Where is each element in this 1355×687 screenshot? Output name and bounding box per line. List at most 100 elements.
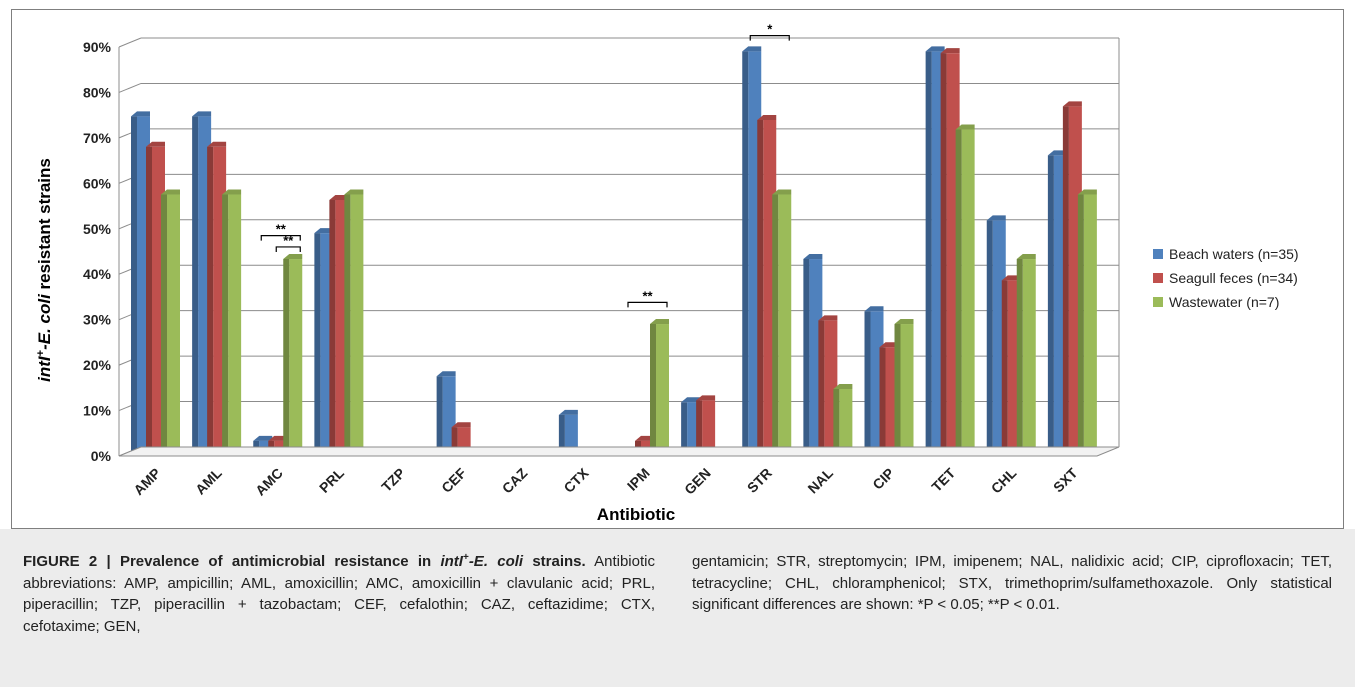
bar-top [146, 141, 165, 147]
legend-swatch [1153, 297, 1163, 307]
caption-left-text: Antibiotic abbreviations: AMP, ampicilli… [23, 553, 655, 635]
bar-side [131, 116, 137, 454]
bar-top [681, 397, 701, 403]
bar-side [1047, 155, 1054, 454]
x-tick-label: AML [192, 464, 225, 497]
legend-label: Wastewater (n=7) [1169, 294, 1279, 310]
y-axis-label: intI+-E. coli resistant strains [35, 158, 54, 382]
legend: Beach waters (n=35) Seagull feces (n=34) W… [1153, 246, 1299, 310]
bar [1022, 259, 1036, 454]
legend-swatch [1153, 273, 1163, 283]
bar-top [283, 254, 303, 260]
bar [702, 400, 716, 454]
bar-top [894, 319, 914, 325]
bar-top [986, 215, 1006, 221]
bar-side [925, 51, 932, 455]
bar-side [833, 389, 840, 454]
bar-side [1016, 259, 1023, 454]
significance-label: ** [283, 233, 294, 248]
bar-top [253, 435, 273, 441]
bar-top [161, 189, 180, 195]
bar [961, 129, 975, 454]
y-axis-label-intI: intI [35, 355, 54, 382]
bar-chart: 0% 10% 20% 30% 40% 50% 60% 70% 80% 90% AMP AML AMC PR… [35, 22, 1299, 524]
bar [228, 194, 242, 455]
y-tick-label: 60% [83, 175, 112, 191]
caption-sig-1: *P < 0.05 [917, 596, 980, 613]
bar-side [222, 194, 229, 455]
bar-top [940, 48, 960, 54]
x-tick-label: SXT [1050, 464, 1081, 495]
bar-side [207, 146, 214, 454]
x-tick-label: TET [928, 464, 958, 494]
bar-top [314, 228, 334, 234]
bar-side [436, 376, 443, 454]
bar-top [192, 111, 212, 117]
bar-side [314, 233, 321, 454]
bar [289, 259, 303, 454]
y-axis-label-ecoli: -E. coli [35, 293, 54, 350]
significance-bracket [627, 301, 668, 308]
y-tick-label: 90% [83, 39, 112, 55]
bar-top [955, 124, 975, 130]
bar-top [742, 46, 762, 52]
bar-top [222, 189, 242, 195]
bar-side [772, 194, 779, 455]
bar [656, 324, 669, 454]
bar-top [1047, 150, 1067, 156]
x-tick-label: TZP [378, 465, 408, 495]
bar [839, 389, 853, 454]
y-tick-label: 40% [83, 266, 112, 282]
bar [1083, 194, 1097, 455]
bar-side [681, 402, 688, 454]
x-tick-label: CTX [560, 464, 592, 496]
x-axis-label: Antibiotic [597, 505, 675, 524]
x-tick-label: IPM [624, 465, 653, 494]
bar-top [925, 46, 945, 52]
bar-top [344, 189, 364, 195]
gridline-depth [118, 37, 142, 48]
bar-top [818, 315, 838, 321]
bar [778, 194, 792, 455]
bar-side [894, 324, 901, 454]
bar-side [940, 53, 947, 455]
bar-side [986, 220, 993, 454]
x-tick-label: PRL [316, 464, 347, 495]
bar-side [1062, 106, 1069, 454]
bar-top [1062, 101, 1082, 107]
significance-bracket [749, 35, 790, 41]
significance-label: ** [642, 288, 653, 303]
bar-side [558, 414, 565, 454]
x-tick-label: CIP [869, 465, 897, 493]
caption-right-column: gentamicin; STR, streptomycin; IPM, imip… [692, 553, 1332, 613]
bar-top [772, 189, 792, 195]
bar-top [329, 194, 349, 200]
bar-side [818, 320, 825, 454]
bar-top [451, 422, 471, 428]
bar-top [864, 306, 884, 312]
bar-side [696, 400, 703, 454]
significance-label: * [767, 22, 773, 37]
bar-side [192, 116, 199, 454]
bar-top [558, 409, 578, 415]
bar-top [635, 435, 654, 441]
figure-caption: FIGURE 2 | Prevalence of antimicrobial r… [0, 529, 1355, 687]
bar-top [131, 111, 150, 117]
significance-annotations: ******* [260, 22, 790, 308]
y-tick-label: 0% [91, 448, 112, 464]
floor [118, 446, 1120, 457]
significance-bracket [260, 234, 301, 241]
bar-side [344, 194, 351, 455]
bar-side [757, 119, 764, 454]
bar-top [833, 384, 853, 390]
y-tick-label: 50% [83, 221, 112, 237]
caption-sig-2: **P < 0.01 [987, 596, 1056, 613]
bar-side [864, 311, 871, 454]
x-tick-label: CAZ [499, 464, 531, 496]
bar [167, 194, 180, 455]
x-tick-label: AMC [252, 465, 286, 499]
x-tick-label: CEF [438, 464, 469, 495]
bar-side [650, 324, 656, 454]
bar-side [879, 347, 886, 454]
y-tick-label: 80% [83, 84, 112, 100]
